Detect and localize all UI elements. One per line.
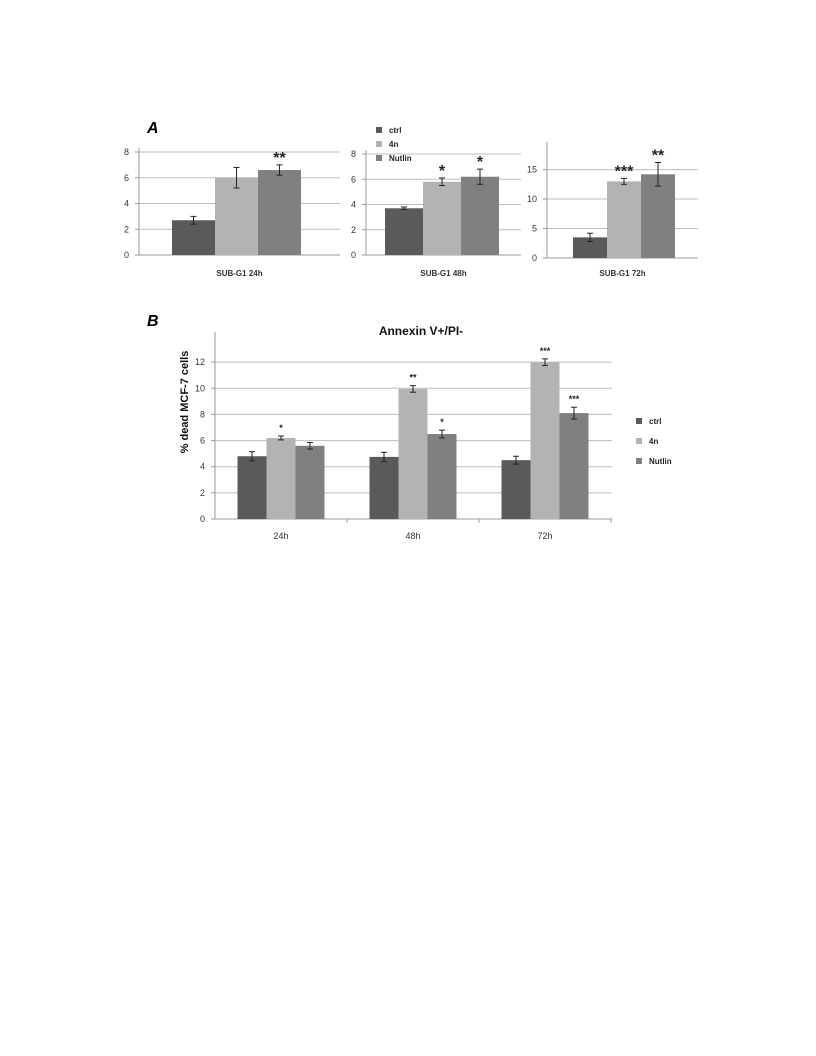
c4-significance-label: * xyxy=(279,423,283,433)
c1-significance-label: ** xyxy=(273,150,286,167)
c4-x-category-label: 24h xyxy=(273,531,288,541)
c1-y-tick-label: 4 xyxy=(124,199,129,209)
c4-y-tick-label: 4 xyxy=(200,462,205,472)
c3-bar xyxy=(573,237,607,258)
c4-y-axis-label: % dead MCF-7 cells xyxy=(179,351,191,454)
c1-y-tick-label: 2 xyxy=(124,224,129,234)
c4-y-tick-label: 10 xyxy=(195,383,205,393)
c4-bar xyxy=(427,434,457,519)
c1-bar xyxy=(215,177,258,255)
c4-y-tick-label: 6 xyxy=(200,436,205,446)
c3-significance-label: *** xyxy=(615,163,634,180)
legend-a-swatch xyxy=(376,141,382,147)
c1-y-tick-label: 0 xyxy=(124,250,129,260)
c3-bar xyxy=(607,181,641,258)
c4-y-tick-label: 2 xyxy=(200,488,205,498)
c4-chart-title: Annexin V+/PI- xyxy=(379,324,463,338)
c2-bar xyxy=(461,176,499,255)
c4-bar xyxy=(398,388,428,519)
c2-y-tick-label: 8 xyxy=(351,149,356,159)
c2-significance-label: * xyxy=(477,154,484,171)
c3-x-category-label: SUB-G1 72h xyxy=(599,269,645,278)
c2-significance-label: * xyxy=(439,163,446,180)
c2-x-category-label: SUB-G1 48h xyxy=(420,269,466,278)
c2-y-tick-label: 0 xyxy=(351,250,356,260)
legend-b-swatch xyxy=(636,418,642,424)
legend-b-swatch xyxy=(636,438,642,444)
c4-bar xyxy=(237,456,267,519)
c4-bar xyxy=(559,413,589,519)
c4-y-tick-label: 8 xyxy=(200,409,205,419)
legend-b-label: Nutlin xyxy=(649,457,672,466)
c1-x-category-label: SUB-G1 24h xyxy=(216,269,262,278)
c4-bar xyxy=(369,456,399,519)
c2-y-tick-label: 6 xyxy=(351,174,356,184)
c1-y-tick-label: 8 xyxy=(124,147,129,157)
c4-bar xyxy=(501,460,531,519)
legend-a-label: Nutlin xyxy=(389,154,412,163)
c4-significance-label: ** xyxy=(409,373,417,383)
c4-x-category-label: 48h xyxy=(405,531,420,541)
legend-b-label: ctrl xyxy=(649,417,661,426)
legend-a-swatch xyxy=(376,155,382,161)
c3-significance-label: ** xyxy=(652,148,665,165)
c3-y-tick-label: 0 xyxy=(532,253,537,263)
c4-y-tick-label: 12 xyxy=(195,357,205,367)
c4-significance-label: *** xyxy=(540,346,551,356)
panel-label-b: B xyxy=(147,313,159,330)
c4-significance-label: *** xyxy=(569,394,580,404)
panel-label-a: A xyxy=(147,120,159,137)
c1-bar xyxy=(258,170,301,255)
legend-a-swatch xyxy=(376,127,382,133)
legend-a-label: ctrl xyxy=(389,126,401,135)
c3-y-tick-label: 15 xyxy=(527,165,537,175)
c1-y-tick-label: 6 xyxy=(124,173,129,183)
c2-y-tick-label: 2 xyxy=(351,225,356,235)
legend-b-swatch xyxy=(636,458,642,464)
c3-y-tick-label: 10 xyxy=(527,194,537,204)
c4-bar xyxy=(530,362,560,519)
c4-y-tick-label: 0 xyxy=(200,514,205,524)
c4-significance-label: * xyxy=(440,417,444,427)
c3-bar xyxy=(641,174,675,258)
c4-bar xyxy=(295,445,325,519)
c3-y-tick-label: 5 xyxy=(532,224,537,234)
legend-a-label: 4n xyxy=(389,140,398,149)
c1-bar xyxy=(172,220,215,255)
c2-bar xyxy=(423,181,461,255)
legend-b-label: 4n xyxy=(649,437,658,446)
c2-bar xyxy=(385,208,423,255)
c4-x-category-label: 72h xyxy=(537,531,552,541)
c2-y-tick-label: 4 xyxy=(351,200,356,210)
c4-bar xyxy=(266,437,296,519)
